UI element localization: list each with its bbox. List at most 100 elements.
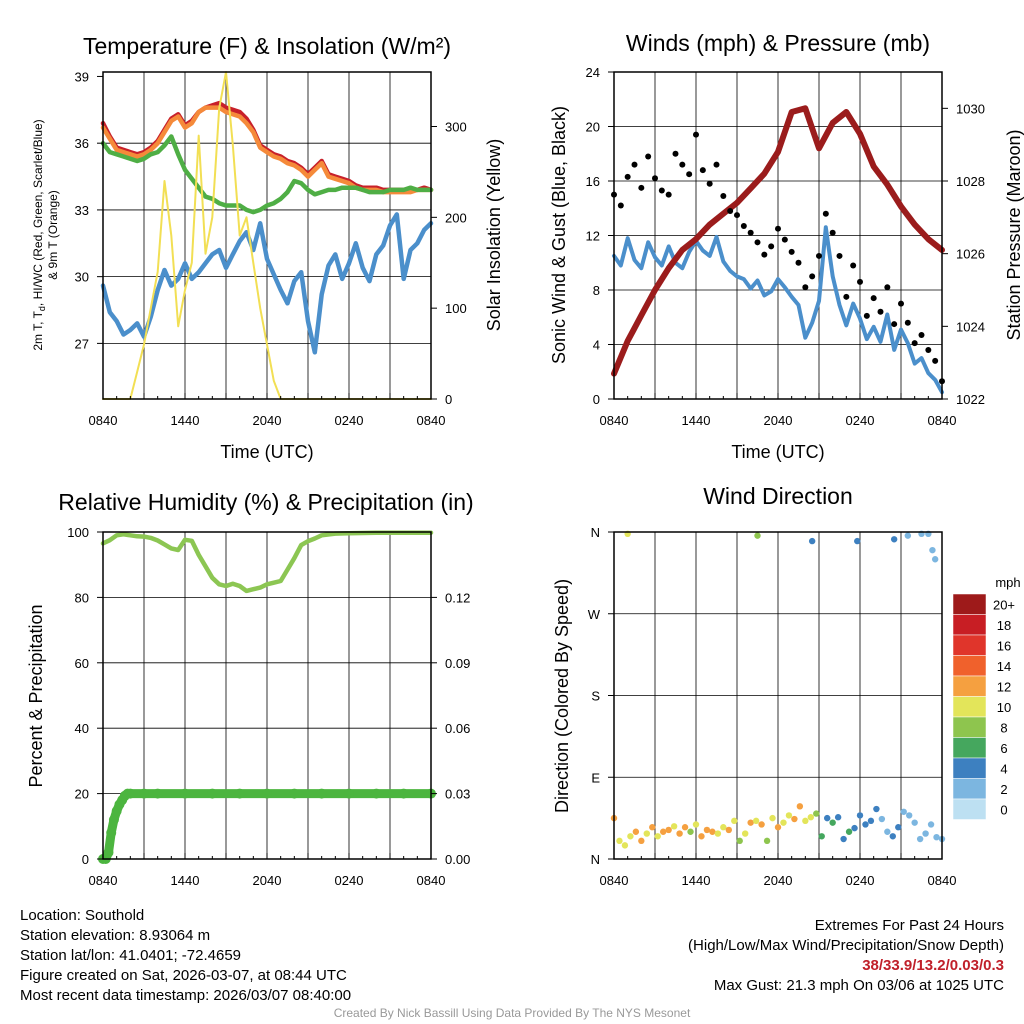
direction-point xyxy=(931,556,939,563)
direction-point xyxy=(632,828,640,835)
direction-point xyxy=(692,821,700,828)
precip-point xyxy=(152,788,163,799)
gust-point xyxy=(836,252,843,259)
gust-point xyxy=(658,187,665,194)
gust-point xyxy=(713,161,720,168)
y2-tick-label: 0.03 xyxy=(445,787,470,802)
x-tick-label: 0840 xyxy=(417,413,446,428)
credit-line: Created By Nick Bassill Using Data Provi… xyxy=(333,1006,691,1020)
y2-tick-label: 300 xyxy=(445,120,467,135)
x-tick-label: 0840 xyxy=(89,873,118,888)
y-tick-label: 33 xyxy=(75,203,89,218)
direction-point xyxy=(818,833,825,840)
precip-point xyxy=(262,788,272,799)
direction-point xyxy=(720,824,727,831)
direction-point xyxy=(660,828,667,835)
y-tick-label: 39 xyxy=(75,69,89,84)
gust-point xyxy=(686,171,693,178)
x-tick-label: 1440 xyxy=(682,413,711,428)
direction-point xyxy=(698,833,705,840)
colorbar-label: 14 xyxy=(997,659,1011,674)
direction-point xyxy=(929,546,936,554)
y2-tick-label: 0.09 xyxy=(445,656,470,671)
direction-point xyxy=(742,830,749,837)
gust-point xyxy=(918,331,925,338)
speed-colorbar: mph 20+ 18 16 14 12 10 8 6 4 2 0 xyxy=(952,575,1021,820)
x-tick-label: 0240 xyxy=(335,413,364,428)
direction-point xyxy=(791,815,798,823)
winds-ylabel: Sonic Wind & Gust (Blue, Black) xyxy=(549,106,569,364)
gust-point xyxy=(679,161,686,168)
colorbar-label: 16 xyxy=(997,638,1011,653)
wind-direction-title: Wind Direction xyxy=(703,483,853,509)
colorbar-cell xyxy=(952,634,987,656)
colorbar-title: mph xyxy=(995,575,1020,590)
colorbar-cell xyxy=(952,778,987,800)
precip-point xyxy=(371,788,382,799)
direction-point xyxy=(681,824,689,831)
colorbar-label: 12 xyxy=(997,679,1011,694)
gust-point xyxy=(884,284,891,291)
direction-point xyxy=(895,824,902,831)
direction-point xyxy=(780,819,787,826)
direction-point xyxy=(829,819,836,826)
temperature-panel: Temperature (F) & Insolation (W/m²) 0840… xyxy=(31,33,504,462)
colorbar-label: 18 xyxy=(997,618,1011,633)
y2-tick-label: 1024 xyxy=(956,319,985,334)
y-tick-label: 100 xyxy=(67,525,89,540)
direction-point xyxy=(904,532,912,539)
temperature-xlabel: Time (UTC) xyxy=(220,442,313,462)
direction-point xyxy=(638,837,645,845)
series-line-sonic-wind xyxy=(612,225,944,395)
gust-point xyxy=(925,346,932,353)
direction-point xyxy=(736,837,743,845)
gust-point xyxy=(754,239,761,246)
extremes-subtitle: (High/Low/Max Wind/Precipitation/Snow De… xyxy=(688,937,1004,954)
direction-point xyxy=(621,842,629,849)
y2-tick-label: 0.12 xyxy=(445,590,470,605)
gust-point xyxy=(863,312,870,319)
y-tick-label: 16 xyxy=(586,174,600,189)
precip-point xyxy=(207,788,218,799)
direction-point xyxy=(878,815,886,823)
winds-xlabel: Time (UTC) xyxy=(731,442,824,462)
pressure-ylabel: Station Pressure (Maroon) xyxy=(1004,129,1024,340)
y-tick-label: 27 xyxy=(75,336,89,351)
extremes-title: Extremes For Past 24 Hours xyxy=(814,917,1004,934)
direction-point xyxy=(834,814,842,821)
direction-point xyxy=(911,819,918,826)
direction-point xyxy=(796,803,804,810)
direction-point xyxy=(900,808,907,815)
gust-point xyxy=(850,262,857,269)
station-info: Location: Southold Station elevation: 8.… xyxy=(20,906,351,1006)
temperature-title: Temperature (F) & Insolation (W/m²) xyxy=(83,33,451,59)
precip-point xyxy=(234,788,245,799)
direction-point xyxy=(665,826,672,834)
series-line-station-pressure xyxy=(611,105,945,377)
gust-point xyxy=(727,207,734,214)
precip-point xyxy=(398,788,409,799)
gust-point xyxy=(699,167,706,174)
direction-point xyxy=(890,536,898,543)
y-tick-label: S xyxy=(591,689,600,704)
x-tick-label: 0840 xyxy=(600,873,629,888)
x-tick-label: 0240 xyxy=(846,413,875,428)
gust-point xyxy=(877,308,884,315)
precip-point xyxy=(289,788,300,799)
colorbar-cell xyxy=(952,737,987,759)
direction-point xyxy=(807,814,814,821)
x-tick-label: 1440 xyxy=(682,873,711,888)
y-tick-label: N xyxy=(591,525,600,540)
precip-point xyxy=(180,788,190,799)
location-text: Location: Southold xyxy=(20,907,145,924)
direction-point xyxy=(933,834,940,841)
gust-point xyxy=(740,222,747,229)
precip-point xyxy=(108,814,119,825)
gust-point xyxy=(624,173,631,180)
precip-point xyxy=(344,788,354,799)
direction-point xyxy=(884,828,891,835)
y2-tick-label: 0.06 xyxy=(445,721,470,736)
gust-point xyxy=(857,278,863,285)
winds-title: Winds (mph) & Pressure (mb) xyxy=(626,30,930,56)
gust-point xyxy=(795,259,802,266)
